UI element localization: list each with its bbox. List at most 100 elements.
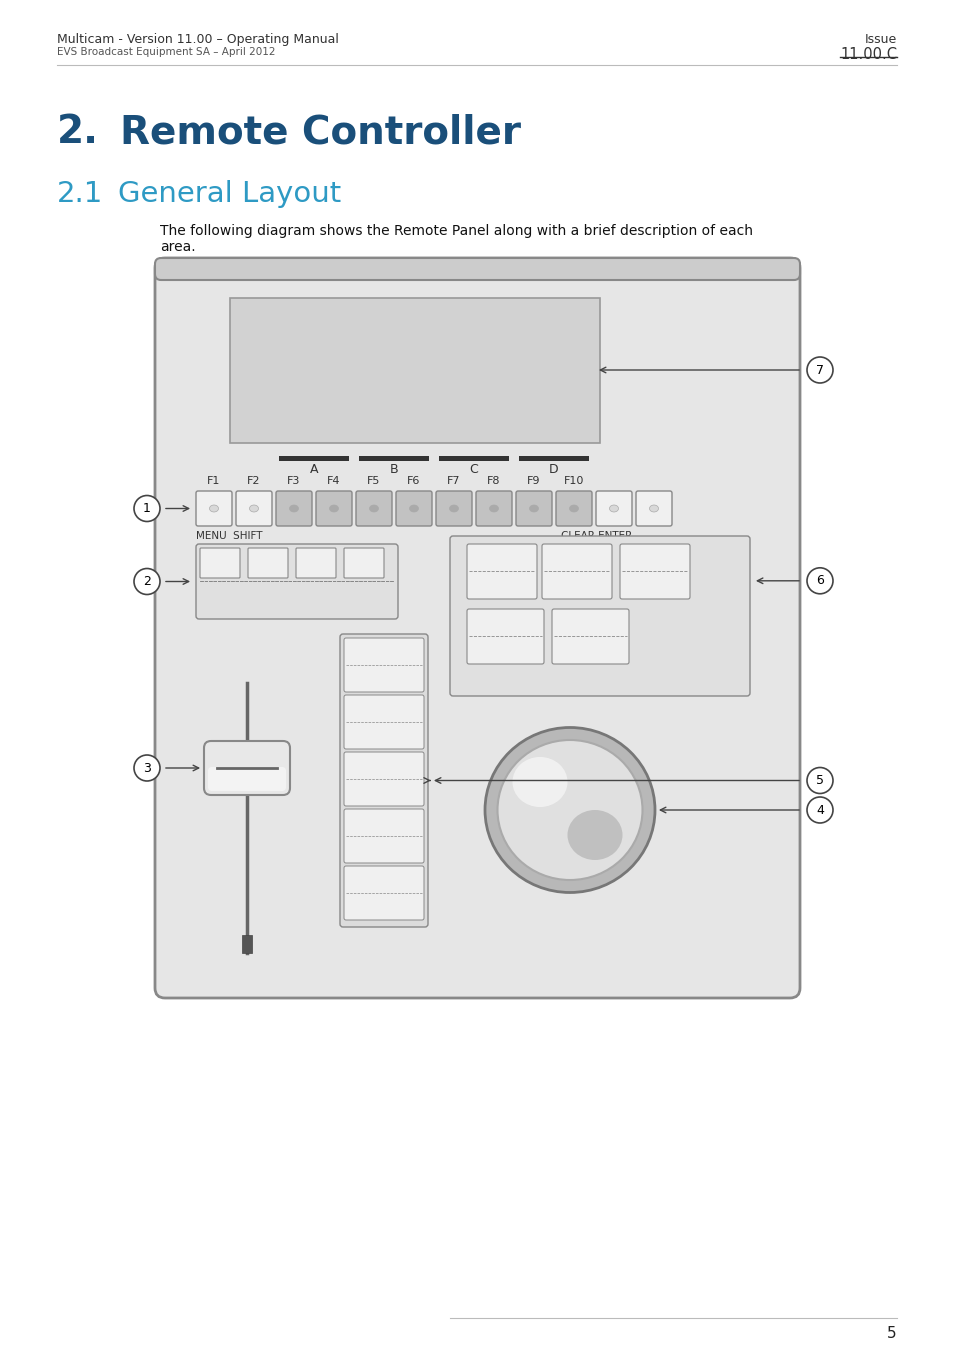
Text: F4: F4 [327,476,340,486]
Text: 4: 4 [815,804,823,816]
FancyBboxPatch shape [395,491,432,526]
Text: Goto TC: Goto TC [556,549,597,558]
Text: Loop: Loop [371,643,396,653]
FancyBboxPatch shape [516,491,552,526]
FancyBboxPatch shape [154,258,800,281]
Text: Network: Network [479,549,523,558]
Bar [438,456,509,461]
FancyBboxPatch shape [204,741,290,795]
FancyBboxPatch shape [315,491,352,526]
Text: Return: Return [487,614,521,625]
Text: Multicam - Version 11.00 – Operating Manual: Multicam - Version 11.00 – Operating Man… [57,32,338,46]
Text: PLAY: PLAY [489,575,514,584]
FancyBboxPatch shape [154,258,800,998]
Text: B: B [389,463,398,476]
FancyBboxPatch shape [596,491,631,526]
Text: F3: F3 [287,476,300,486]
Text: The following diagram shows the Remote Panel along with a brief description of e: The following diagram shows the Remote P… [160,224,752,237]
Bar [230,298,599,442]
Text: 7: 7 [815,363,823,376]
Text: area.: area. [160,240,195,254]
Circle shape [806,568,832,594]
Text: MENU  SHIFT: MENU SHIFT [195,532,262,541]
Text: F9: F9 [527,476,540,486]
Ellipse shape [569,505,578,513]
Text: OUT: OUT [373,839,395,849]
Text: Remote Controller: Remote Controller [120,113,520,151]
FancyBboxPatch shape [636,491,671,526]
Ellipse shape [497,741,641,880]
Text: Fast Jog: Fast Jog [635,549,675,558]
Text: 1: 1 [143,502,151,515]
Text: Issue: Issue [863,32,896,46]
Circle shape [133,495,160,522]
Text: PRV CTL: PRV CTL [568,639,611,649]
FancyBboxPatch shape [295,548,335,577]
Ellipse shape [210,505,218,513]
Text: 2.: 2. [57,113,99,151]
Text: IN: IN [378,782,389,792]
Text: A: A [310,463,318,476]
Circle shape [806,797,832,823]
Text: 6: 6 [815,575,823,587]
Text: Lever: Lever [369,871,398,881]
Text: 2.1: 2.1 [57,179,103,208]
Ellipse shape [649,505,658,513]
Text: D: D [356,585,366,599]
Text: Browse: Browse [365,724,402,735]
FancyBboxPatch shape [195,544,397,619]
Text: RECORD: RECORD [482,639,527,649]
Ellipse shape [484,727,655,893]
FancyBboxPatch shape [450,536,749,696]
Text: C': C' [308,550,319,564]
FancyBboxPatch shape [200,548,240,577]
FancyBboxPatch shape [552,608,628,664]
Text: General Layout: General Layout [118,179,341,208]
Bar [278,456,349,461]
Text: EVS Broadcast Equipment SA – April 2012: EVS Broadcast Equipment SA – April 2012 [57,47,275,57]
Text: Take: Take [372,896,395,907]
Ellipse shape [329,505,338,513]
Text: F8: F8 [487,476,500,486]
FancyBboxPatch shape [195,491,232,526]
Text: F1: F1 [207,476,220,486]
Text: B: B [261,585,270,599]
Ellipse shape [489,505,498,513]
Text: Page: Page [577,614,602,625]
Circle shape [806,768,832,793]
Text: F5: F5 [367,476,380,486]
Text: A: A [213,585,222,599]
Text: Goto IN: Goto IN [364,757,403,768]
Circle shape [806,357,832,383]
Text: Last Cue: Last Cue [554,575,599,584]
Bar [242,935,252,952]
FancyBboxPatch shape [541,544,612,599]
Text: PLST: PLST [371,668,396,679]
FancyBboxPatch shape [619,544,689,599]
FancyBboxPatch shape [344,638,423,692]
Circle shape [133,568,160,595]
Text: 11.00.C: 11.00.C [840,47,896,62]
FancyBboxPatch shape [476,491,512,526]
FancyBboxPatch shape [344,751,423,805]
FancyBboxPatch shape [208,768,286,791]
Text: Mark: Mark [641,575,667,584]
Text: F10: F10 [563,476,583,486]
FancyBboxPatch shape [344,548,384,577]
Text: CLEAR ENTER: CLEAR ENTER [560,532,631,541]
Text: F6: F6 [407,476,420,486]
Ellipse shape [529,505,537,513]
Ellipse shape [250,505,258,513]
Text: F2: F2 [247,476,260,486]
FancyBboxPatch shape [344,866,423,920]
Text: Goto OUT: Goto OUT [358,813,409,824]
FancyBboxPatch shape [467,544,537,599]
Ellipse shape [289,505,298,513]
Text: C: C [469,463,477,476]
Ellipse shape [369,505,378,513]
FancyBboxPatch shape [556,491,592,526]
FancyBboxPatch shape [436,491,472,526]
Text: Insert: Insert [369,700,398,710]
Text: F7: F7 [447,476,460,486]
Ellipse shape [609,505,618,513]
